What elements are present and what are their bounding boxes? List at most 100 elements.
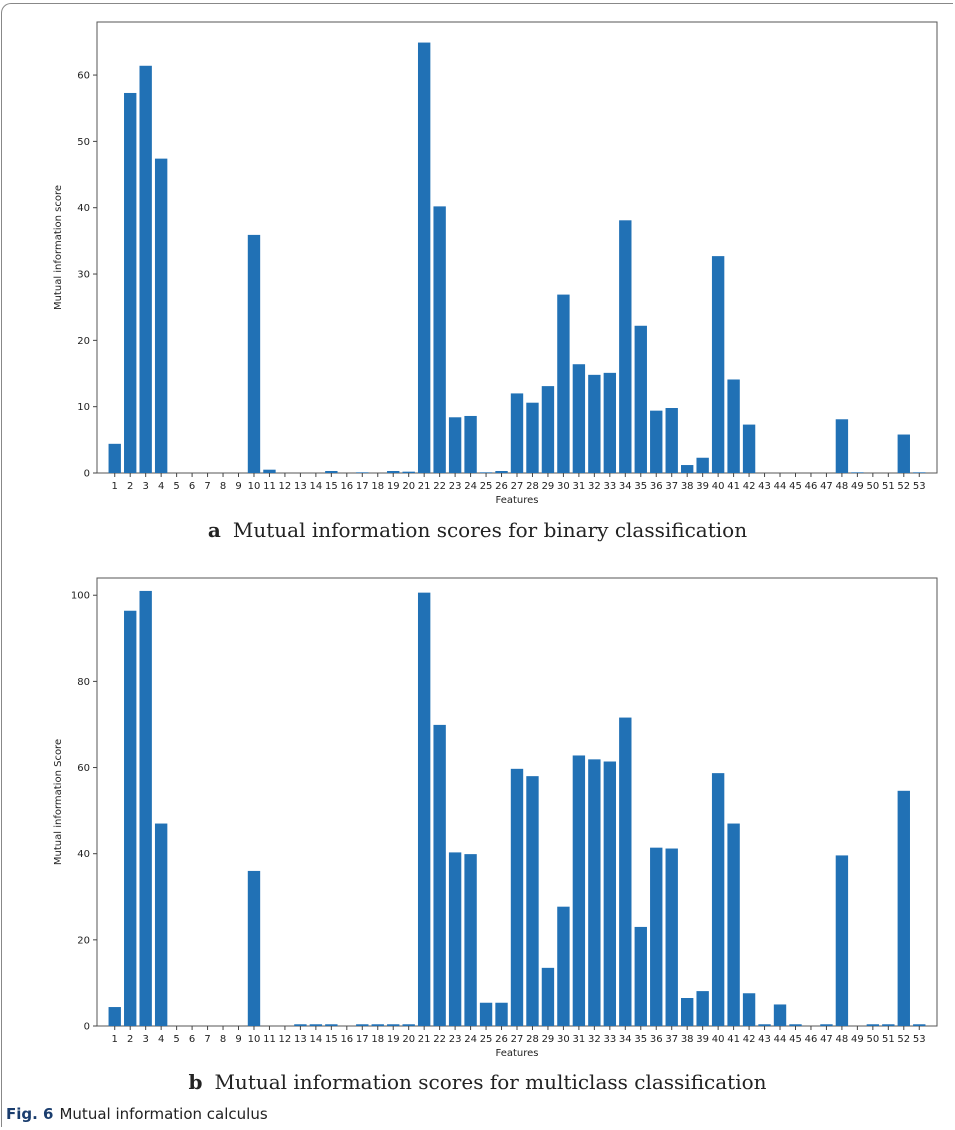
binary-xtick-label: 39	[696, 481, 709, 492]
multiclass-xtick-label: 11	[263, 1034, 276, 1045]
multiclass-xtick-label: 46	[805, 1034, 818, 1045]
multiclass-bar-3	[139, 590, 152, 1026]
binary-xtick-label: 30	[557, 481, 570, 492]
multiclass-xtick-label: 9	[235, 1034, 241, 1045]
binary-bar-4	[154, 158, 168, 473]
panel-b-letter: b	[188, 1070, 203, 1094]
multiclass-xtick-label: 23	[449, 1034, 462, 1045]
binary-xtick-label: 5	[173, 481, 179, 492]
multiclass-bar-29	[541, 967, 555, 1026]
figure-label: Fig. 6	[6, 1105, 54, 1123]
multiclass-bar-32	[588, 759, 601, 1026]
multiclass-bar-17	[356, 1024, 369, 1026]
multiclass-bar-20	[402, 1024, 415, 1026]
binary-xtick-label: 14	[310, 481, 323, 492]
binary-bar-23	[448, 417, 462, 473]
binary-xtick-label: 7	[204, 481, 210, 492]
binary-xtick-label: 53	[913, 481, 926, 492]
binary-xtick-label: 24	[464, 481, 477, 492]
binary-xtick-label: 6	[189, 481, 195, 492]
multiclass-xtick-label: 10	[248, 1034, 261, 1045]
multiclass-xtick-label: 2	[127, 1034, 133, 1045]
binary-ylabel: Mutual information score	[53, 185, 64, 310]
figure-frame	[1, 3, 953, 1127]
binary-xtick-label: 37	[665, 481, 678, 492]
binary-ytick-label: 60	[77, 71, 90, 82]
binary-bar-40	[711, 256, 725, 473]
multiclass-bar-10	[247, 870, 261, 1026]
binary-xtick-label: 50	[866, 481, 879, 492]
binary-bar-38	[681, 465, 694, 473]
multiclass-bar-22	[433, 724, 446, 1026]
multiclass-bar-28	[526, 776, 539, 1026]
multiclass-bar-4	[154, 823, 168, 1026]
multiclass-xtick-label: 51	[882, 1034, 895, 1045]
binary-xtick-label: 26	[495, 481, 508, 492]
binary-xtick-label: 25	[480, 481, 493, 492]
multiclass-xtick-label: 28	[526, 1034, 539, 1045]
binary-bar-28	[526, 402, 539, 473]
multiclass-xtick-label: 39	[696, 1034, 709, 1045]
multiclass-xtick-label: 3	[142, 1034, 148, 1045]
binary-bar-37	[665, 408, 678, 473]
multiclass-xtick-label: 40	[712, 1034, 725, 1045]
multiclass-bar-36	[650, 847, 663, 1026]
binary-xtick-label: 33	[603, 481, 616, 492]
multiclass-bar-24	[464, 854, 477, 1026]
panel-a-letter: a	[207, 518, 221, 542]
binary-xtick-label: 3	[142, 481, 148, 492]
multiclass-bar-51	[882, 1024, 895, 1026]
binary-xtick-label: 28	[526, 481, 539, 492]
binary-bar-36	[650, 410, 663, 473]
binary-bar-49	[851, 472, 864, 473]
binary-bar-52	[897, 434, 910, 473]
binary-bar-19	[387, 471, 400, 473]
multiclass-bar-40	[711, 773, 725, 1026]
binary-xtick-label: 47	[820, 481, 833, 492]
binary-bar-22	[433, 206, 446, 474]
binary-xtick-label: 52	[897, 481, 910, 492]
multiclass-xtick-label: 17	[356, 1034, 369, 1045]
binary-xtick-label: 35	[634, 481, 647, 492]
binary-bar-24	[464, 415, 477, 473]
binary-ytick-label: 30	[77, 270, 90, 281]
multiclass-bar-23	[448, 852, 462, 1026]
multiclass-xtick-label: 33	[603, 1034, 616, 1045]
multiclass-bar-38	[681, 998, 694, 1026]
multiclass-xtick-label: 6	[189, 1034, 195, 1045]
binary-bar-21	[417, 42, 431, 473]
multiclass-bar-37	[665, 848, 678, 1026]
binary-xtick-label: 45	[789, 481, 802, 492]
binary-xtick-label: 49	[851, 481, 864, 492]
multiclass-xtick-label: 50	[866, 1034, 879, 1045]
binary-xtick-label: 44	[774, 481, 787, 492]
multiclass-bar-25	[479, 1002, 493, 1026]
multiclass-xtick-label: 44	[774, 1034, 787, 1045]
multiclass-xtick-label: 14	[310, 1034, 323, 1045]
binary-xtick-label: 12	[279, 481, 292, 492]
binary-bar-10	[247, 234, 261, 473]
binary-xtick-label: 46	[805, 481, 818, 492]
multiclass-xtick-label: 26	[495, 1034, 508, 1045]
multiclass-xtick-label: 29	[542, 1034, 555, 1045]
binary-bar-34	[619, 220, 632, 473]
multiclass-xtick-label: 25	[480, 1034, 493, 1045]
multiclass-ytick-label: 80	[77, 677, 90, 688]
binary-bar-53	[913, 472, 926, 473]
binary-xtick-label: 13	[294, 481, 307, 492]
multiclass-xtick-label: 53	[913, 1034, 926, 1045]
binary-xtick-label: 42	[743, 481, 756, 492]
multiclass-xtick-label: 47	[820, 1034, 833, 1045]
multiclass-bar-42	[742, 993, 756, 1026]
multiclass-xtick-label: 5	[173, 1034, 179, 1045]
multiclass-bar-15	[325, 1024, 338, 1026]
binary-xtick-label: 43	[758, 481, 771, 492]
multiclass-bar-48	[835, 855, 849, 1026]
binary-bar-48	[835, 419, 849, 473]
binary-bar-25	[479, 472, 493, 473]
binary-bar-29	[541, 386, 555, 473]
multiclass-xtick-label: 45	[789, 1034, 802, 1045]
multiclass-xtick-label: 27	[511, 1034, 524, 1045]
binary-bar-32	[588, 374, 601, 473]
